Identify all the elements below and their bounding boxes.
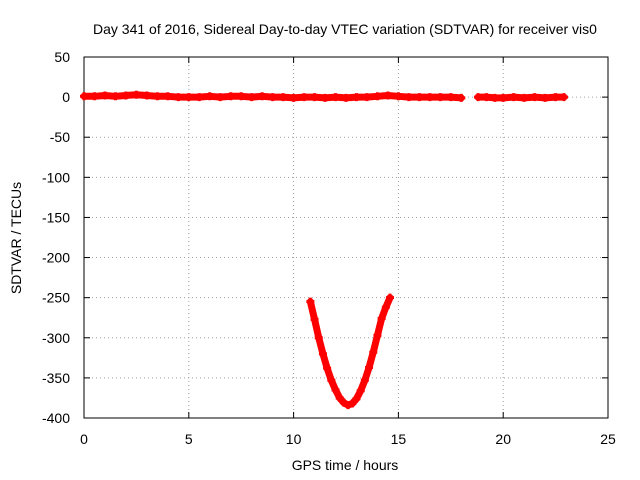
series-1	[306, 293, 395, 410]
y-tick-label: -150	[42, 209, 70, 225]
plot-frame	[83, 56, 609, 419]
data-points	[80, 90, 568, 410]
series-0	[80, 90, 568, 102]
y-axis-label: SDTVAR / TECUs	[8, 182, 24, 294]
y-tick-label: 0	[62, 89, 70, 105]
x-tick-label: 20	[495, 431, 511, 447]
x-tick-label: 5	[185, 431, 193, 447]
y-tick-label: -200	[42, 250, 70, 266]
point-cluster	[382, 294, 394, 311]
chart-title: Day 341 of 2016, Sidereal Day-to-day VTE…	[93, 21, 597, 37]
x-tick-label: 15	[391, 431, 407, 447]
x-tick-label: 0	[80, 431, 88, 447]
x-axis-label: GPS time / hours	[292, 457, 399, 473]
axis-ticks: 0 5 10 15 20 25 50 0 -50 -100 -150 -200 -250 -300 -350…	[42, 49, 616, 447]
y-tick-label: -350	[42, 370, 70, 386]
x-tick-label: 10	[286, 431, 302, 447]
y-tick-label: -400	[42, 410, 70, 426]
y-tick-label: -50	[50, 129, 70, 145]
grid	[84, 57, 608, 418]
point-cluster	[447, 93, 465, 102]
y-tick-label: -300	[42, 330, 70, 346]
x-tick-label: 25	[600, 431, 616, 447]
y-tick-label: 50	[54, 49, 70, 65]
y-tick-label: -250	[42, 290, 70, 306]
y-tick-label: -100	[42, 169, 70, 185]
